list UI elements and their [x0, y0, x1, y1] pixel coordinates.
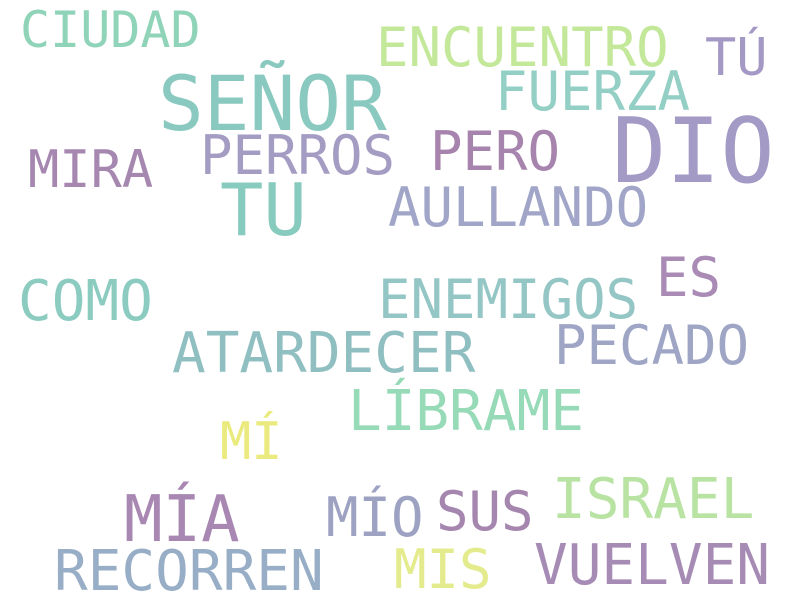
word-mis: MIS: [394, 538, 492, 600]
word-recorren: RECORREN: [54, 539, 324, 600]
word-mira: MIRA: [28, 140, 154, 200]
word-es: ES: [656, 246, 722, 309]
word-mi: MÍ: [220, 412, 283, 472]
word-como: COMO: [18, 269, 153, 334]
word-vuelven: VUELVEN: [534, 533, 771, 598]
word-tu-accent: TÚ: [705, 28, 768, 88]
word-aullando: AULLANDO: [388, 176, 649, 239]
word-perros: PERROS: [200, 124, 396, 187]
word-pero: PERO: [430, 120, 561, 183]
word-senor: SEÑOR: [158, 59, 387, 148]
word-sus: SUS: [436, 480, 534, 543]
word-mio: MÍO: [326, 486, 424, 549]
word-librame: LÍBRAME: [348, 379, 585, 444]
word-fuerza: FUERZA: [495, 60, 691, 123]
word-dio: DIO: [612, 99, 775, 204]
word-ciudad: CIUDAD: [20, 1, 201, 59]
word-mia: MÍA: [124, 483, 240, 557]
word-atardecer: ATARDECER: [172, 321, 476, 386]
word-pecado: PECADO: [554, 314, 750, 377]
word-encuentro: ENCUENTRO: [376, 16, 669, 79]
word-israel: ISRAEL: [552, 467, 755, 532]
word-tu: TU: [220, 168, 307, 252]
word-enemigos: ENEMIGOS: [378, 268, 639, 331]
